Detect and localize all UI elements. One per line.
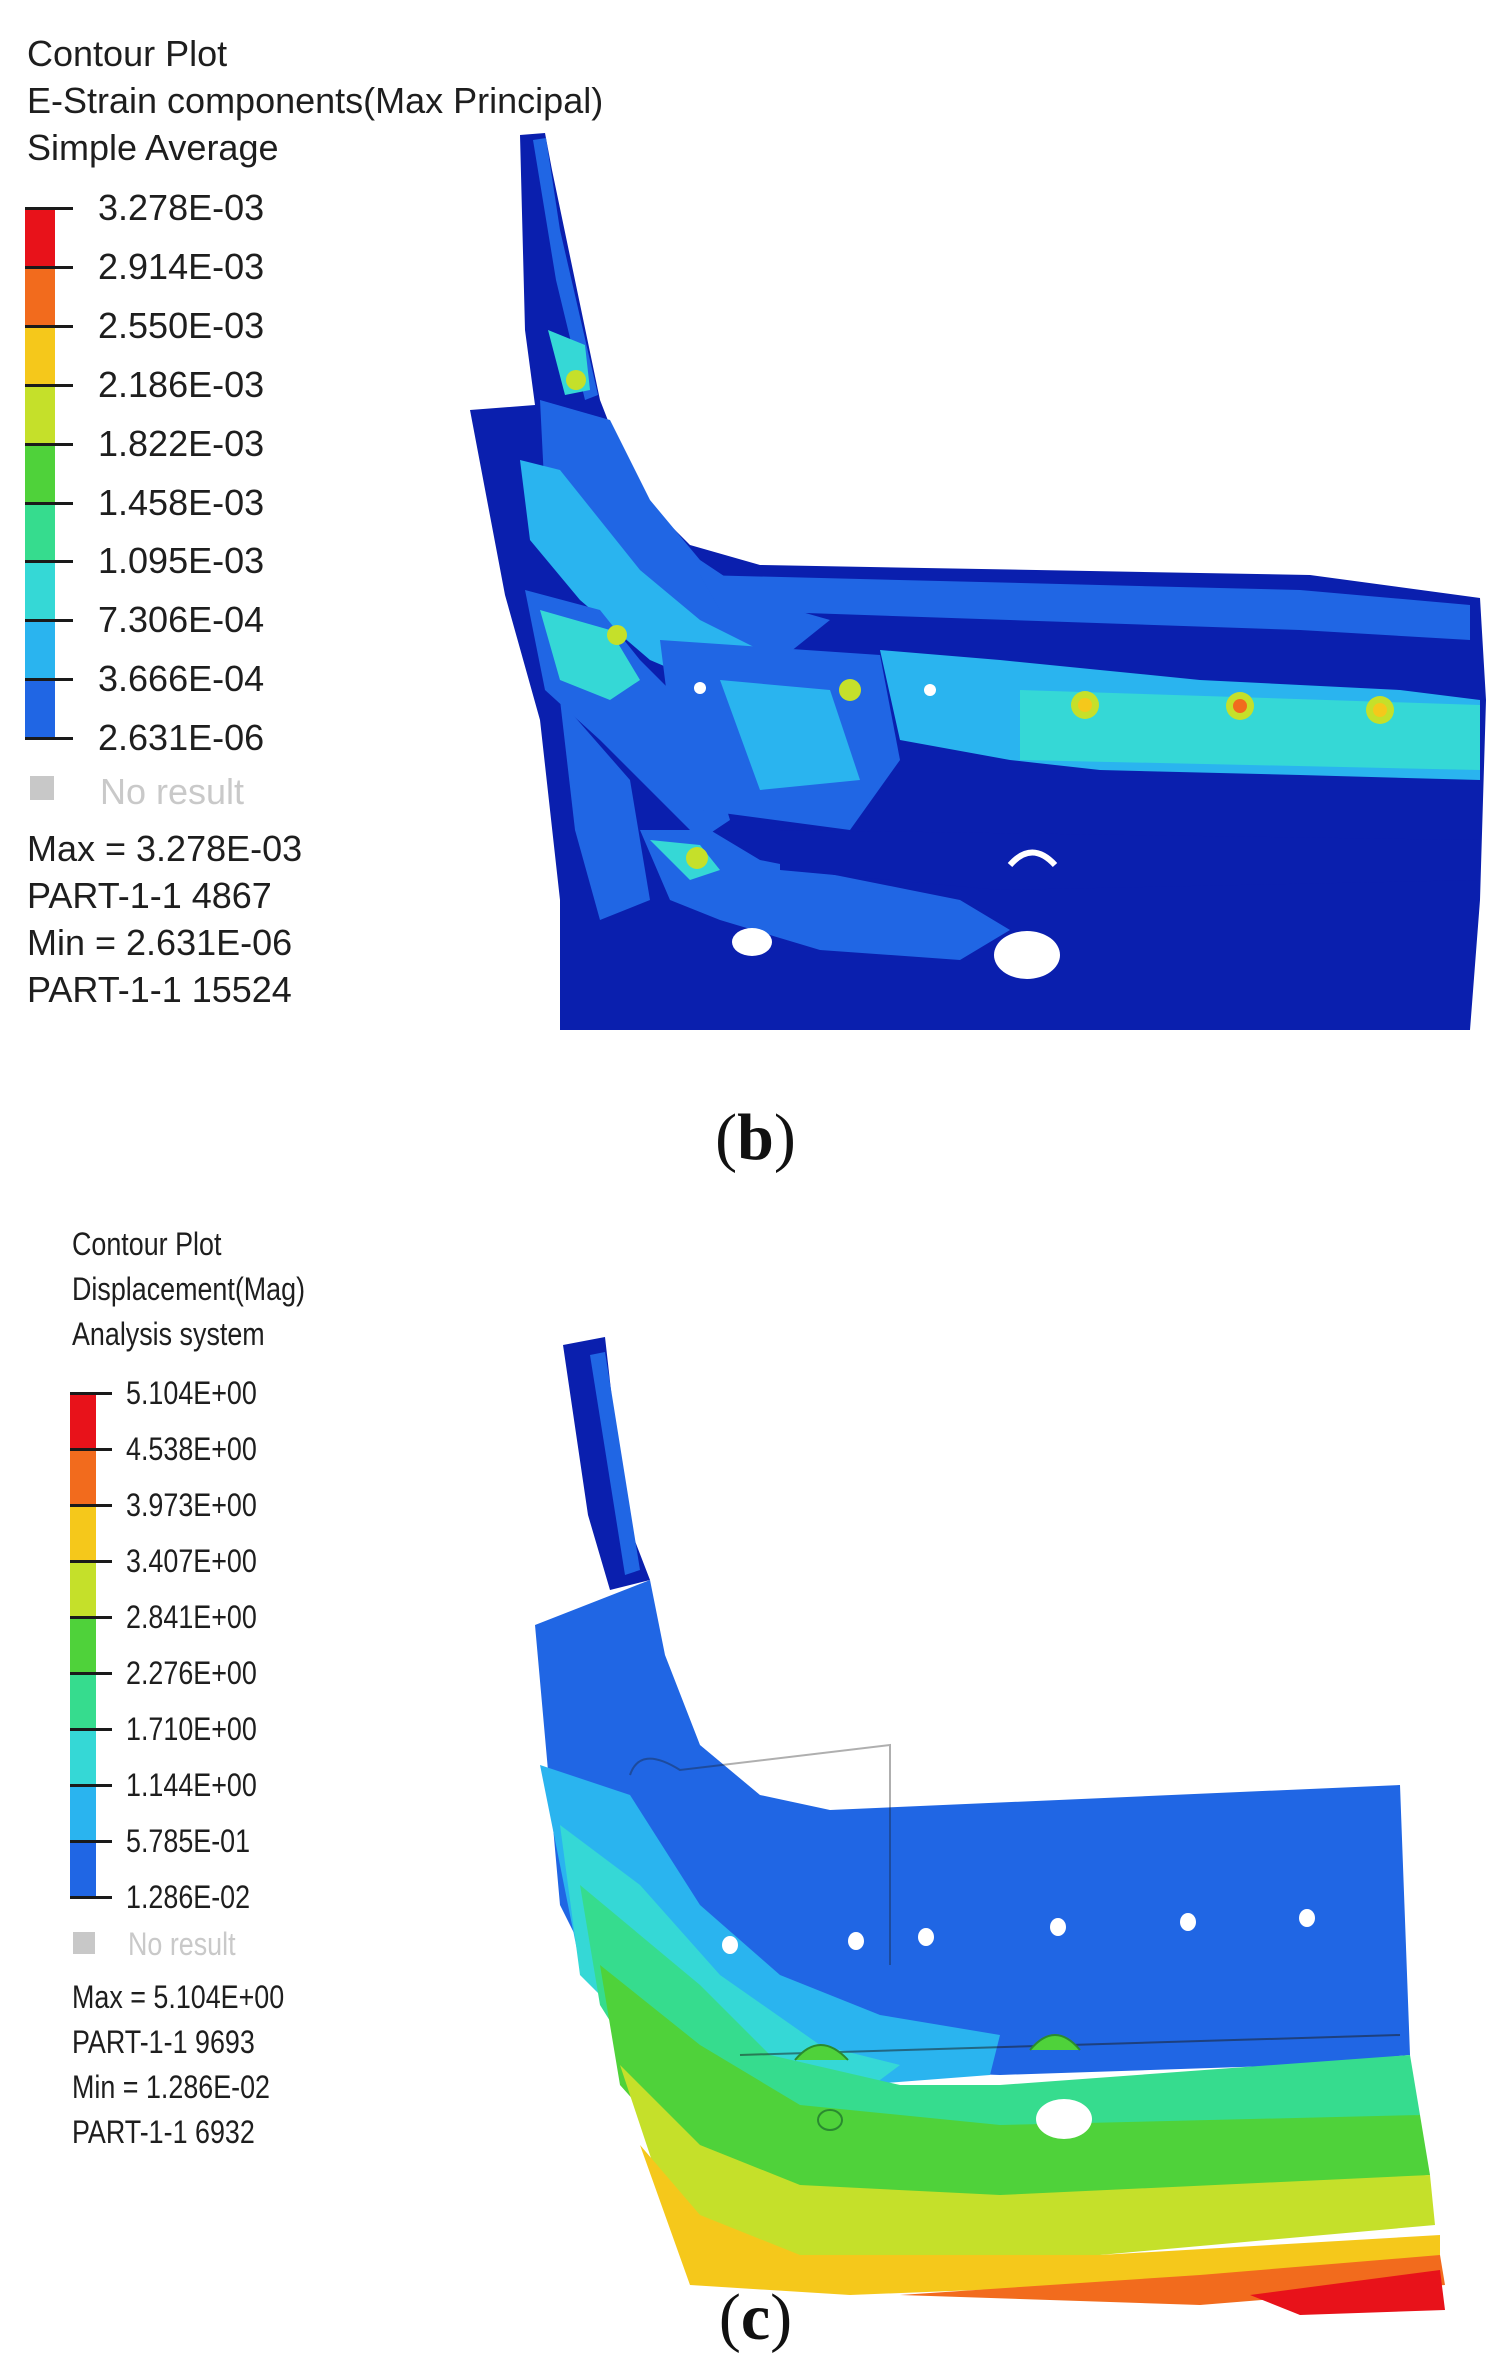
legend-tick-label: 5.104E+00 [126,1375,257,1411]
legend-tick-label: 3.278E-03 [98,187,265,228]
legend-tick-label: 3.407E+00 [126,1543,257,1579]
legend-tick-label: 2.186E-03 [98,364,265,405]
legend-tick [25,619,73,622]
panel-b: Contour Plot E-Strain components(Max Pri… [0,33,1511,1171]
legend-tick [25,266,73,269]
legend-band [25,502,55,562]
legend-tick [70,1448,112,1451]
max-value-label: Max = 5.104E+00 [72,1979,285,2015]
legend-band [25,620,55,680]
legend-tick-label: 1.458E-03 [98,482,265,523]
legend-tick [25,560,73,563]
legend-band [70,1729,96,1786]
no-result-swatch [73,1932,95,1954]
caption-close-paren: ) [770,2281,793,2354]
legend-tick-label: 2.276E+00 [126,1655,257,1691]
caption-open-paren: ( [715,1101,738,1174]
legend-band [70,1785,96,1842]
legend-band [25,208,55,267]
panel-c-caption: (c) [0,2285,1511,2351]
strain-contour-model [470,133,1486,1030]
max-node-label: PART-1-1 4867 [27,875,272,916]
legend-tick [70,1728,112,1731]
legend-tick [70,1392,112,1395]
legend-band [70,1505,96,1562]
min-node-label: PART-1-1 15524 [27,969,292,1010]
contour-plot-title: Contour Plot [72,1226,222,1262]
panel-b-caption: (b) [0,1105,1511,1171]
no-result-label: No result [100,771,245,812]
no-result-label: No result [128,1926,236,1962]
legend-tick [70,1784,112,1787]
legend-tick-label: 3.666E-04 [98,658,265,699]
legend-tick-label: 1.710E+00 [126,1711,257,1747]
min-value-label: Min = 2.631E-06 [27,922,293,963]
result-type-label: E-Strain components(Max Principal) [27,80,604,121]
legend-tick-label: 2.914E-03 [98,246,265,287]
legend-band [70,1617,96,1674]
caption-open-paren: ( [718,2281,741,2354]
legend-tick [25,384,73,387]
legend-band [70,1393,96,1450]
legend-tick [70,1560,112,1563]
legend-tick-label: 2.550E-03 [98,305,265,346]
legend-band [25,325,55,385]
displacement-contour-model [535,1337,1445,2315]
legend-tick-label: 3.973E+00 [126,1487,257,1523]
legend-tick [70,1896,112,1899]
legend-tick-label: 5.785E-01 [126,1823,251,1859]
legend-tick [70,1504,112,1507]
legend-tick [25,443,73,446]
legend-tick-label: 2.841E+00 [126,1599,257,1635]
legend-tick [25,678,73,681]
legend-band [70,1561,96,1618]
system-label: Analysis system [72,1316,265,1352]
legend-tick [70,1616,112,1619]
panel-c: Contour Plot Displacement(Mag) Analysis … [0,1185,1511,2357]
legend-band [70,1673,96,1730]
averaging-label: Simple Average [27,127,279,168]
legend-band [25,679,55,739]
caption-letter: b [737,1101,774,1174]
legend-band [25,443,55,503]
legend-tick [70,1672,112,1675]
legend-tick [25,737,73,740]
legend-tick [25,207,73,210]
min-node-label: PART-1-1 6932 [72,2114,255,2150]
legend-tick-label: 1.286E-02 [126,1879,251,1915]
legend-tick-label: 4.538E+00 [126,1431,257,1467]
legend-tick-label: 7.306E-04 [98,599,265,640]
legend-band [25,384,55,444]
min-value-label: Min = 1.286E-02 [72,2069,270,2105]
legend-band [25,561,55,621]
max-value-label: Max = 3.278E-03 [27,828,303,869]
legend-tick-label: 1.144E+00 [126,1767,257,1803]
legend-tick [25,502,73,505]
legend-tick-label: 1.095E-03 [98,540,265,581]
legend-color-bar [70,1393,96,1898]
legend-band [70,1449,96,1506]
legend-tick [70,1840,112,1843]
max-node-label: PART-1-1 9693 [72,2024,255,2060]
legend-tick [25,325,73,328]
legend-tick-label: 1.822E-03 [98,423,265,464]
legend-color-bar [25,208,55,739]
caption-close-paren: ) [773,1101,796,1174]
contour-plot-title: Contour Plot [27,33,228,74]
no-result-swatch [30,776,54,800]
result-type-label: Displacement(Mag) [72,1271,306,1307]
caption-letter: c [740,2281,771,2354]
legend-tick-label: 2.631E-06 [98,717,265,758]
legend-band [25,266,55,326]
legend-band [70,1841,96,1898]
